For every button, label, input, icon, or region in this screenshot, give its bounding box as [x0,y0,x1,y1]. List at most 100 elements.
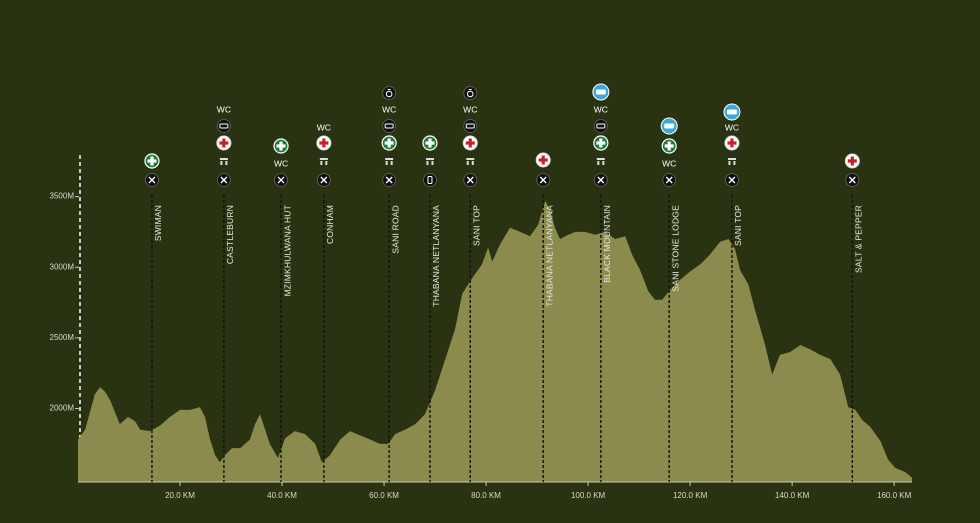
bus-glyph [384,123,394,129]
bus-glyph [595,89,606,95]
x-tick-label: 40.0 KM [267,491,297,500]
bus-glyph [664,123,675,129]
checkpoint-label: THABANA NETLANYANA [431,205,441,307]
tap-glyph [597,161,600,165]
facility-icon: WC [662,158,676,168]
tap-glyph [219,158,228,160]
tap-glyph [319,158,328,160]
cross [319,138,329,148]
tap-glyph [225,161,228,165]
facility-icon [144,153,160,169]
facility-icon [723,103,741,121]
facility-icon [382,86,397,100]
tap-glyph [596,158,605,160]
food-glyph [320,176,328,184]
tap-glyph [220,161,223,165]
tap-glyph [431,161,434,165]
facility-icon [319,158,328,165]
facility-icon [425,158,434,165]
wc-label: WC [594,104,608,114]
food-glyph [597,176,605,184]
tap-glyph [385,158,394,160]
food-glyph [665,176,673,184]
checkpoint-label: BLACK MOUNTAIN [602,205,612,283]
bottle-glyph [427,176,433,184]
cross [538,155,548,165]
cross [219,138,229,148]
tap-glyph [733,161,736,165]
bus-glyph [726,109,737,115]
checkpoint-label: CONHAM [325,205,335,244]
facility-icon [216,135,232,151]
checkpoint-label: SANI STONE LODGE [670,205,680,292]
cross [425,138,435,148]
facility-icon [593,135,609,151]
tap-glyph [320,161,323,165]
facility-icon [382,119,397,133]
facility-icon [385,158,394,165]
tap-glyph [466,161,469,165]
cross [147,156,157,166]
bag-glyph [466,90,474,98]
cross [847,156,857,166]
tap-glyph [390,161,393,165]
y-tick-label: 2500M [50,333,75,342]
circle [463,86,478,100]
tap-glyph [425,158,434,160]
bus-glyph [465,123,475,129]
facility-icon [845,173,860,187]
tap-glyph [728,161,731,165]
facility-icon [844,153,860,169]
wc-label: WC [274,158,288,168]
wc-label: WC [725,122,739,132]
food-glyph [277,176,285,184]
facility-icon [725,173,739,187]
wc-label: WC [463,104,477,114]
x-tick-label: 60.0 KM [369,491,399,500]
wc-label: WC [662,158,676,168]
bag-glyph [385,90,393,98]
facility-icon: WC [594,104,608,114]
cross [727,138,737,148]
facility-icon [660,117,678,135]
facility-icon [145,173,159,187]
tap-glyph [471,161,474,165]
facility-icon [316,135,332,151]
checkpoint-label: SALT & PEPPER [854,205,864,273]
food-glyph [148,176,156,184]
circle [382,86,397,100]
checkpoint-label: MZIMKHULWANA HUT [282,205,292,297]
facility-icon: WC [463,104,477,114]
food-glyph [539,176,547,184]
facility-icon [216,173,231,187]
facility-icon [381,135,397,151]
facility-icon [724,135,740,151]
wc-label: WC [317,122,331,132]
facility-icon [422,135,438,151]
facility-icon [463,173,478,187]
facility-icon [466,158,475,165]
cross [596,138,606,148]
bus-glyph [219,123,229,129]
y-tick-label: 2000M [50,404,75,413]
circle [216,119,231,133]
food-glyph [728,176,736,184]
x-tick-label: 20.0 KM [165,491,195,500]
x-tick-label: 140.0 KM [775,491,810,500]
facility-icon [274,173,288,187]
checkpoint-label: SANI TOP [472,205,482,246]
facility-icon [593,173,608,187]
facility-icon [593,119,608,133]
food-glyph [466,176,474,184]
x-tick-label: 120.0 KM [673,491,708,500]
facility-icon [727,158,736,165]
checkpoint-label: SANI TOP [733,205,743,246]
facility-icon [535,152,551,168]
cross [276,141,286,151]
tap-glyph [602,161,605,165]
facility-icon [219,158,228,165]
cross [465,138,475,148]
facility-icon: WC [317,122,331,132]
facility-icon [596,158,605,165]
